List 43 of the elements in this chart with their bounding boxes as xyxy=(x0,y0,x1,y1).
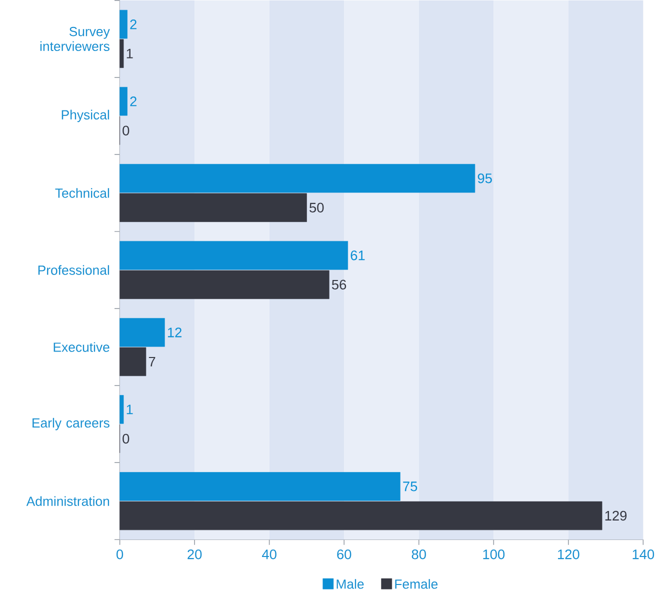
bar xyxy=(120,87,128,116)
y-tick-label: Administration xyxy=(26,496,110,506)
data-label: 12 xyxy=(168,328,182,338)
y-tick-label: Professional xyxy=(38,265,110,275)
data-label: 75 xyxy=(403,482,418,492)
x-tick-label: 120 xyxy=(558,550,580,560)
y-tick-label: Early careers xyxy=(32,418,110,430)
bar xyxy=(120,164,476,193)
y-tick-label: Executive xyxy=(54,342,110,352)
bar xyxy=(120,318,165,347)
data-label: 95 xyxy=(478,174,492,184)
bar xyxy=(120,10,128,39)
bar xyxy=(120,270,330,300)
bar xyxy=(120,472,400,501)
bar xyxy=(120,395,124,424)
data-label: 56 xyxy=(332,280,346,290)
legend-label: Male xyxy=(336,579,364,589)
y-tick-label: Technical xyxy=(55,188,110,198)
y-tick-label: Physical xyxy=(62,110,110,122)
data-label: 1 xyxy=(126,404,133,414)
x-tick-label: 0 xyxy=(116,550,124,560)
data-label: 61 xyxy=(350,250,365,260)
data-label: 2 xyxy=(130,20,136,30)
x-tick-label: 80 xyxy=(412,550,426,560)
data-label: 50 xyxy=(310,202,324,213)
data-label: 129 xyxy=(605,510,627,521)
y-tick-label: Survey interviewers xyxy=(40,26,110,52)
bar xyxy=(120,39,124,68)
x-tick-label: 40 xyxy=(262,550,276,560)
bar xyxy=(120,501,602,530)
data-label: 1 xyxy=(126,48,133,58)
x-tick-label: 100 xyxy=(483,550,505,560)
x-tick-label: 60 xyxy=(337,550,352,560)
bar xyxy=(120,347,146,376)
x-tick-label: 20 xyxy=(188,550,202,560)
bar xyxy=(120,241,348,270)
data-label: 0 xyxy=(122,434,130,444)
bar xyxy=(120,193,307,222)
legend-label: Female xyxy=(395,579,438,589)
x-tick-label: 140 xyxy=(632,550,654,560)
data-label: 7 xyxy=(148,357,156,366)
data-label: 0 xyxy=(122,126,130,136)
data-label: 2 xyxy=(130,96,136,106)
